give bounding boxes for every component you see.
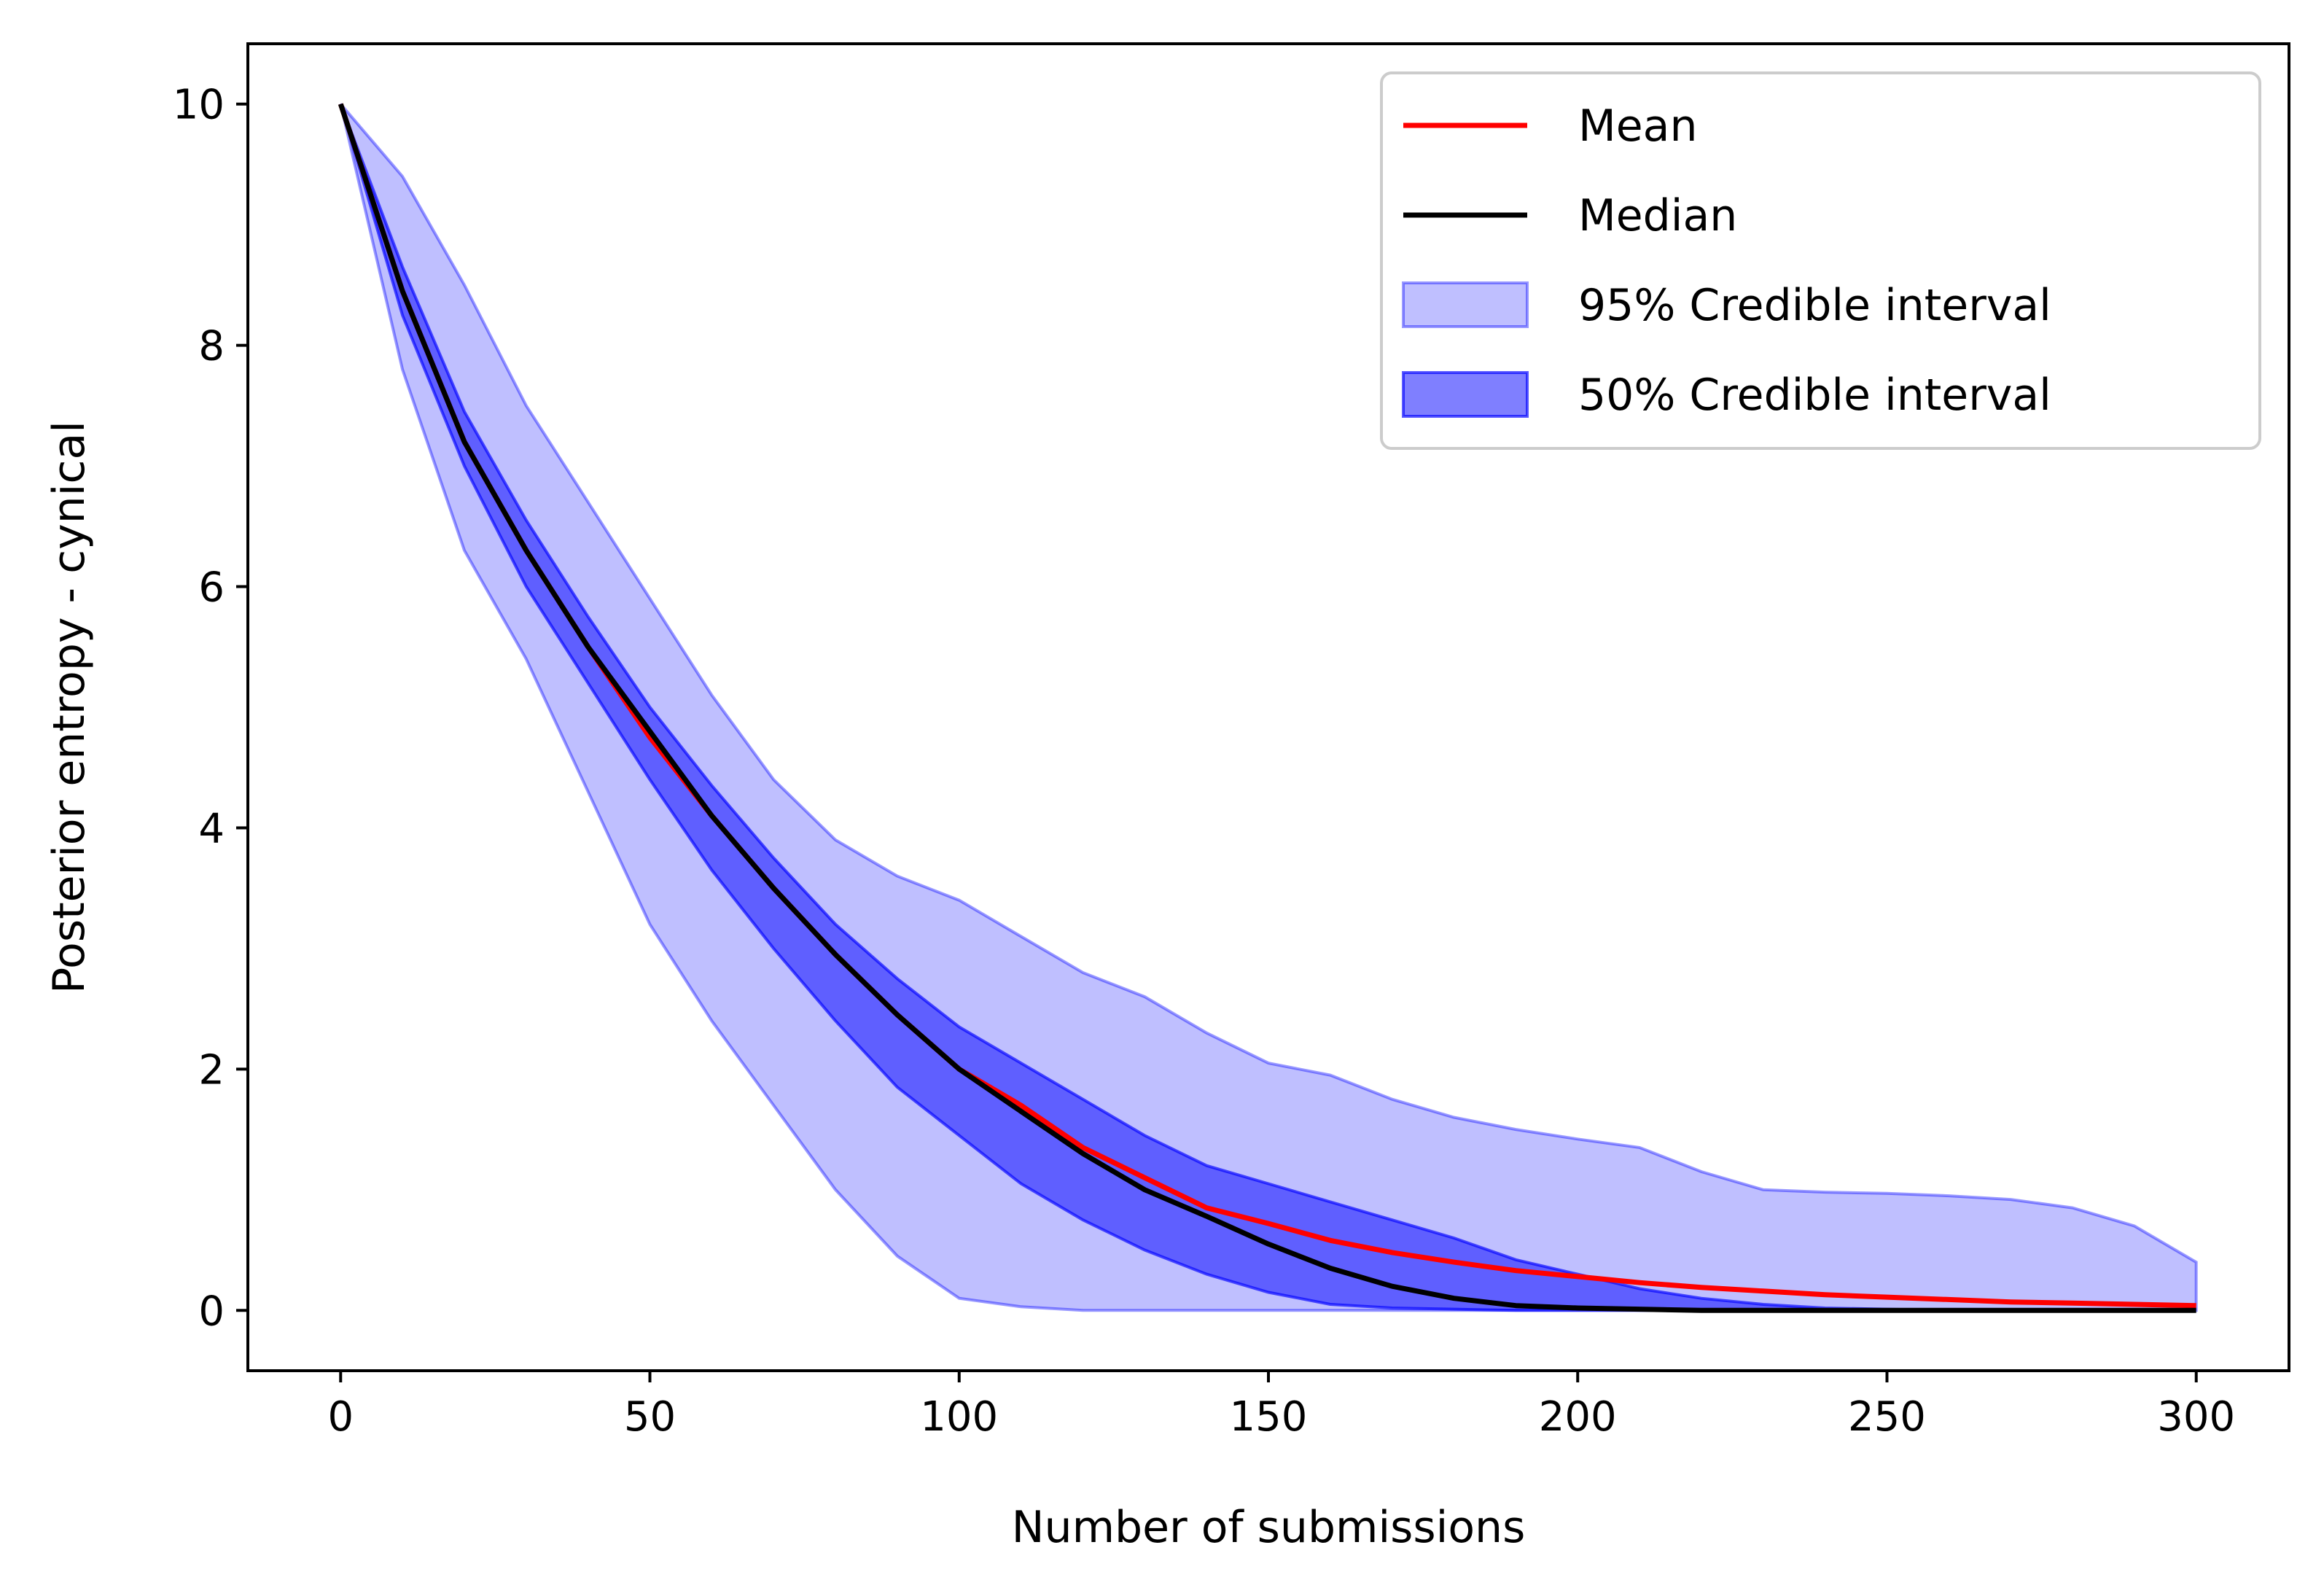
x-tick-label: 50	[624, 1393, 676, 1441]
legend-entry-label: Median	[1578, 190, 1737, 241]
legend-entry-label: 95% Credible interval	[1578, 280, 2051, 331]
series-line-mean	[338, 103, 2196, 1309]
y-tick-label: 0	[198, 1288, 225, 1335]
series-line-median	[338, 103, 2196, 1313]
x-tick-label: 150	[1230, 1393, 1308, 1441]
x-tick-label: 0	[327, 1393, 354, 1441]
x-tick-label: 300	[2157, 1393, 2235, 1441]
y-tick-label: 10	[173, 82, 225, 129]
y-axis-ticks: 0 2 4 6 8 10	[173, 82, 248, 1335]
y-tick-label: 2	[198, 1046, 225, 1094]
y-tick-label: 6	[198, 564, 225, 612]
legend-handle-band	[1402, 281, 1529, 328]
y-tick-label: 8	[198, 323, 225, 370]
legend-entry-label: Mean	[1578, 101, 1697, 152]
x-axis-ticks: 0 50 100 150 200 250 300	[327, 1371, 2235, 1441]
y-axis-label: Posterior entropy - cynical	[44, 421, 95, 994]
series-lines	[338, 103, 2196, 1313]
legend-entry-label: 50% Credible interval	[1578, 370, 2051, 421]
x-tick-label: 250	[1848, 1393, 1926, 1441]
x-tick-label: 100	[920, 1393, 998, 1441]
legend-handle-band	[1402, 371, 1529, 418]
legend-box	[1380, 71, 2261, 450]
legend: Mean Median 95% Credible interval 50% Credi…	[1380, 71, 2261, 450]
band-95-credible-interval	[339, 103, 2198, 1312]
credible-interval-bands	[339, 103, 2198, 1312]
x-axis-label: Number of submissions	[1012, 1502, 1526, 1553]
y-tick-label: 4	[198, 805, 225, 852]
x-tick-label: 200	[1539, 1393, 1617, 1441]
band-50-credible-interval	[339, 103, 2196, 1312]
